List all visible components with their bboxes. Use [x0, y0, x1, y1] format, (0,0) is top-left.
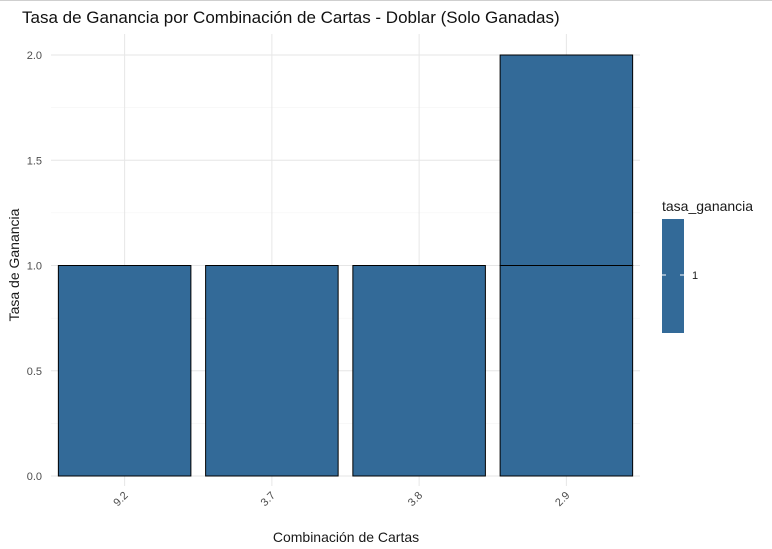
legend-label: 1 [692, 270, 698, 282]
y-tick-labels: 0.0 0.5 1.0 1.5 2.0 [27, 50, 42, 483]
bar-2.9 [499, 54, 634, 266]
legend-title: tasa_ganancia [662, 198, 753, 214]
y-axis-title: Tasa de Ganancia [6, 208, 22, 321]
bar-2.9 [499, 265, 634, 477]
bar-3.8 [352, 265, 486, 477]
x-tick-label: 9.2 [111, 490, 130, 509]
x-tick-label: 2.9 [553, 490, 572, 509]
bar-9.2 [57, 265, 192, 477]
y-tick-label: 0.5 [27, 366, 42, 378]
x-tick-label: 3.7 [259, 490, 278, 509]
bar-3.7 [205, 265, 339, 477]
legend-colorbar [662, 219, 684, 333]
x-tick-label: 3.8 [406, 490, 425, 509]
chart-title: Tasa de Ganancia por Combinación de Cart… [22, 8, 560, 27]
bars [57, 54, 634, 477]
x-axis-title: Combinación de Cartas [273, 529, 419, 545]
y-tick-label: 1.5 [27, 155, 42, 167]
y-tick-label: 2.0 [27, 50, 42, 62]
top-border [0, 0, 772, 1]
legend: tasa_ganancia 1 [662, 198, 753, 333]
y-tick-label: 1.0 [27, 261, 42, 273]
x-tick-labels: 9.2 3.7 3.8 2.9 [111, 490, 572, 509]
y-tick-label: 0.0 [27, 471, 42, 483]
